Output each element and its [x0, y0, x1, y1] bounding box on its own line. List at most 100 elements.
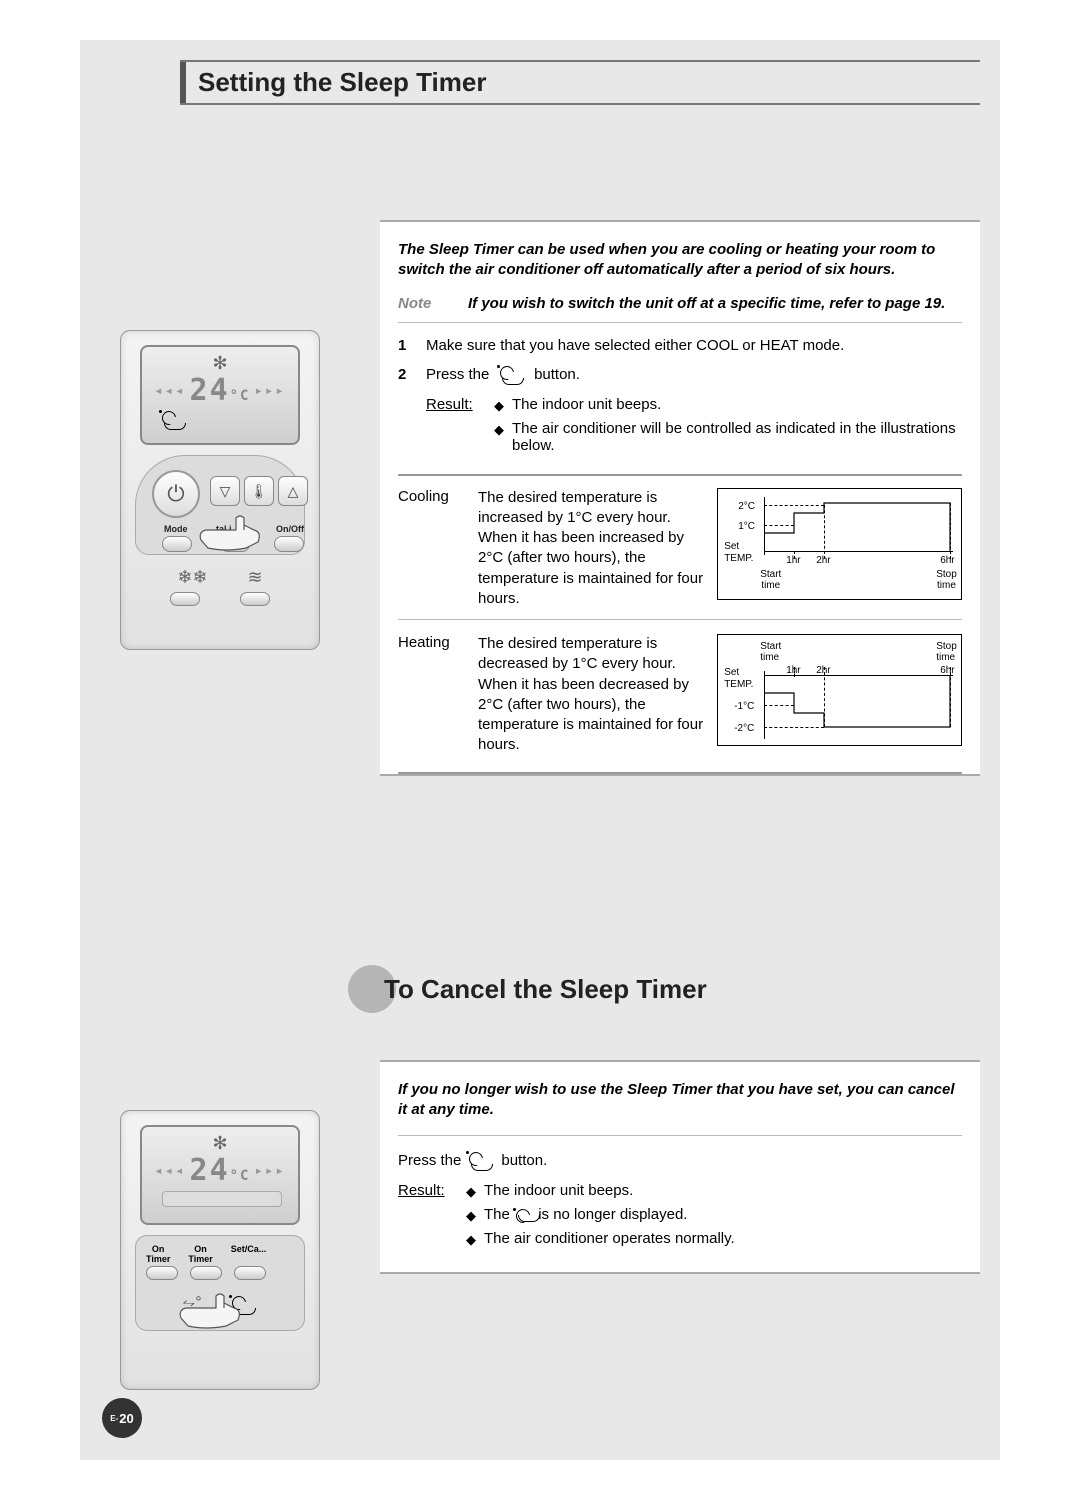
- sleep-icon: [498, 364, 526, 386]
- result-item-text: The air conditioner will be controlled a…: [512, 420, 962, 454]
- chart-line: [764, 675, 960, 741]
- remote-timer-area: On Timer On Timer Set/Ca... ⥊°: [135, 1235, 305, 1331]
- divider: [398, 322, 962, 323]
- remote-bottom-icons: ❄❄ ≋: [121, 567, 319, 588]
- on-timer-button: [146, 1266, 178, 1280]
- content-section-2: If you no longer wish to use the Sleep T…: [380, 1060, 980, 1274]
- heating-block: Heating The desired temperature is decre…: [398, 634, 962, 756]
- fan-bars-right-icon: ▸▸▸: [254, 383, 285, 399]
- power-button: ⏻: [152, 470, 200, 518]
- sleep-icon: [514, 1207, 534, 1223]
- fan-bars-right-icon: ▸▸▸: [254, 1163, 285, 1179]
- heading-2-title: To Cancel the Sleep Timer: [384, 974, 707, 1005]
- cooling-chart: 2°C 1°C Set TEMP. 1hr 2hr 6hr Start time: [717, 488, 962, 600]
- bullet-icon: ◆: [466, 1230, 476, 1250]
- page-prefix: E-: [110, 1414, 118, 1423]
- section-2-heading: To Cancel the Sleep Timer: [348, 965, 707, 1013]
- sleep-icon: [230, 1294, 258, 1316]
- heating-chart: Start time Stop time Set TEMP. -1°C -2°C…: [717, 634, 962, 746]
- cooling-block: Cooling The desired temperature is incre…: [398, 488, 962, 610]
- snowflake-icon: ✻: [212, 353, 227, 374]
- result-item-text: The is no longer displayed.: [484, 1206, 687, 1226]
- result-item-text: The indoor unit beeps.: [484, 1182, 633, 1202]
- manual-page: Setting the Sleep Timer ✻ ◂◂◂ 24°C ▸▸▸ ⏻…: [80, 40, 1000, 1460]
- lcd-temp-row: ◂◂◂ 24°C ▸▸▸: [154, 373, 286, 408]
- step-text: Press the button.: [426, 364, 580, 386]
- press-line: Press the button.: [398, 1150, 962, 1172]
- bullet-icon: ◆: [494, 420, 504, 454]
- cooling-desc: The desired temperature is increased by …: [478, 488, 703, 610]
- swing-button: [240, 592, 270, 606]
- content-section-1: The Sleep Timer can be used when you are…: [380, 220, 980, 776]
- x-label: 2hr: [816, 555, 830, 566]
- remote-bottom-buttons: [121, 592, 319, 606]
- bullet-icon: ◆: [494, 396, 504, 416]
- divider: [398, 1135, 962, 1136]
- turbo-button: [170, 592, 200, 606]
- timer-lower-icons: ⥊°: [146, 1294, 294, 1316]
- timer-buttons: [146, 1266, 294, 1280]
- lcd-blank-bar: [162, 1191, 282, 1207]
- cooling-label: Cooling: [398, 488, 464, 610]
- heading-accent: [180, 62, 186, 103]
- lcd-temp-row: ◂◂◂ 24°C ▸▸▸: [154, 1153, 286, 1188]
- temp-label: TEMP.: [724, 679, 753, 690]
- timer-labels: On Timer On Timer Set/Ca...: [146, 1244, 294, 1264]
- result-row: Result: ◆The indoor unit beeps. ◆The air…: [426, 396, 962, 458]
- bullet-icon: ◆: [466, 1206, 476, 1226]
- turbo-icon: ❄❄: [177, 567, 207, 588]
- result-item-text: The indoor unit beeps.: [512, 396, 661, 416]
- remote-illustration-1: ✻ ◂◂◂ 24°C ▸▸▸ ⏻ ▽ 🌡 △ Mode tal i On/Off…: [120, 330, 320, 650]
- remote-lcd: ✻ ◂◂◂ 24°C ▸▸▸: [140, 345, 300, 445]
- digital-button: [220, 536, 250, 552]
- divider: [398, 772, 962, 774]
- sleep-icon: [467, 1150, 495, 1172]
- fan-bars-left-icon: ◂◂◂: [154, 1163, 185, 1179]
- x-label: 6hr: [940, 665, 954, 676]
- chart-tick: [824, 505, 825, 559]
- step-text: Make sure that you have selected either …: [426, 337, 844, 354]
- temp-down-button: ▽: [210, 476, 240, 506]
- result-list: ◆ The indoor unit beeps. ◆ The is no long…: [466, 1182, 962, 1254]
- heading-title: Setting the Sleep Timer: [198, 67, 486, 98]
- y-label: -1°C: [734, 701, 754, 712]
- result-row-2: Result: ◆ The indoor unit beeps. ◆ The is…: [398, 1182, 962, 1254]
- chart-line: [764, 497, 960, 557]
- x-label: 1hr: [786, 555, 800, 566]
- y-label: -2°C: [734, 723, 754, 734]
- x-label: 2hr: [816, 665, 830, 676]
- chart-gridline: [764, 525, 794, 526]
- x-label: 6hr: [940, 555, 954, 566]
- intro-text: The Sleep Timer can be used when you are…: [398, 240, 962, 281]
- chart-gridline: [764, 705, 794, 706]
- divider: [398, 619, 962, 620]
- y-label: 1°C: [738, 521, 755, 532]
- start-label: Start time: [760, 569, 781, 591]
- note-row: Note If you wish to switch the unit off …: [398, 295, 962, 312]
- heating-desc: The desired temperature is decreased by …: [478, 634, 703, 756]
- remote-lcd: ✻ ◂◂◂ 24°C ▸▸▸: [140, 1125, 300, 1225]
- temp-icon-button: 🌡: [244, 476, 274, 506]
- onoff-label: On/Off: [276, 524, 304, 534]
- remote-illustration-2: ✻ ◂◂◂ 24°C ▸▸▸ On Timer On Timer Set/Ca.…: [120, 1110, 320, 1390]
- off-timer-button: [190, 1266, 222, 1280]
- y-label: 2°C: [738, 501, 755, 512]
- set-cancel-label: Set/Ca...: [231, 1244, 267, 1264]
- remote-button-area: ⏻ ▽ 🌡 △ Mode tal i On/Off: [135, 455, 305, 555]
- mode-button: [162, 536, 192, 552]
- page-number: 20: [119, 1411, 133, 1426]
- mode-label: Mode: [164, 524, 188, 534]
- chart-gridline: [764, 727, 824, 728]
- step-num: 1: [398, 337, 414, 354]
- result-label: Result:: [398, 1182, 454, 1254]
- step-1: 1 Make sure that you have selected eithe…: [398, 337, 962, 354]
- temp-label: TEMP.: [724, 553, 753, 564]
- divider: [398, 474, 962, 476]
- stop-label: Stop time: [936, 641, 957, 663]
- bullet-icon: ◆: [466, 1182, 476, 1202]
- set-label: Set: [724, 541, 739, 552]
- digital-label: tal i: [216, 524, 232, 534]
- step-num: 2: [398, 366, 414, 383]
- chart-tick: [824, 667, 825, 727]
- heating-label: Heating: [398, 634, 464, 756]
